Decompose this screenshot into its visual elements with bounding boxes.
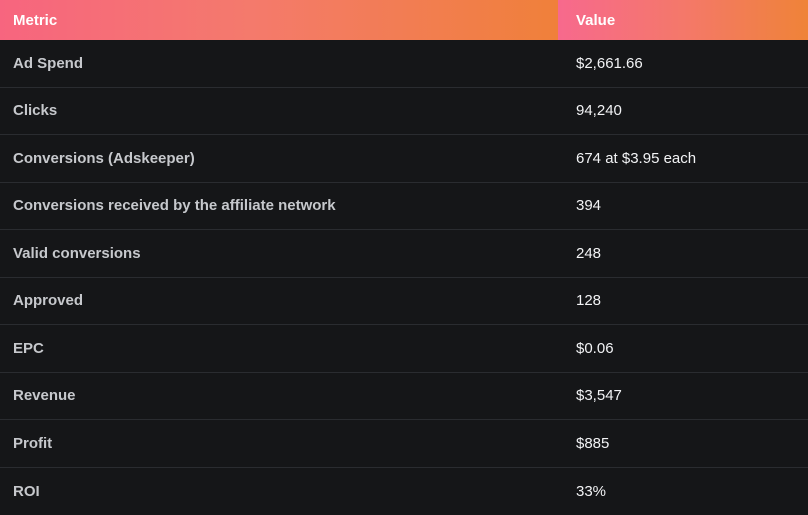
row-value: $885 [576,434,610,452]
row-metric: Ad Spend [13,54,83,72]
row-value: $2,661.66 [576,54,643,72]
table-row: EPC $0.06 [0,325,808,373]
row-metric: Approved [13,292,84,310]
header-value: Value [558,0,808,40]
row-metric: Clicks [13,102,58,120]
table-row: ROI 33% [0,468,808,515]
row-metric: Conversions received by the affiliate ne… [13,197,336,215]
row-value: 248 [576,244,602,262]
row-value: 128 [576,292,602,310]
table-body: Ad Spend $2,661.66 Clicks 94,240 Convers… [0,40,808,515]
row-value: 33% [576,482,607,500]
row-metric: Profit [13,434,53,452]
table-row: Profit $885 [0,420,808,468]
table-row: Ad Spend $2,661.66 [0,40,808,88]
row-value: 394 [576,197,602,215]
table-row: Conversions received by the affiliate ne… [0,183,808,230]
table-row: Conversions (Adskeeper) 674 at $3.95 eac… [0,135,808,183]
table-row: Approved 128 [0,278,808,325]
row-metric: Revenue [13,387,76,405]
row-metric: ROI [13,482,40,500]
row-metric: EPC [13,339,44,357]
row-value: 94,240 [576,102,622,120]
table-row: Valid conversions 248 [0,230,808,278]
row-value: 674 at $3.95 each [576,149,697,167]
row-value: $3,547 [576,387,622,405]
table-row: Revenue $3,547 [0,373,808,420]
table-row: Clicks 94,240 [0,88,808,135]
row-metric: Conversions (Adskeeper) [13,149,195,167]
row-metric: Valid conversions [13,244,141,262]
row-value: $0.06 [576,339,614,357]
table-header: Metric Value [0,0,808,40]
header-metric: Metric [0,0,558,40]
